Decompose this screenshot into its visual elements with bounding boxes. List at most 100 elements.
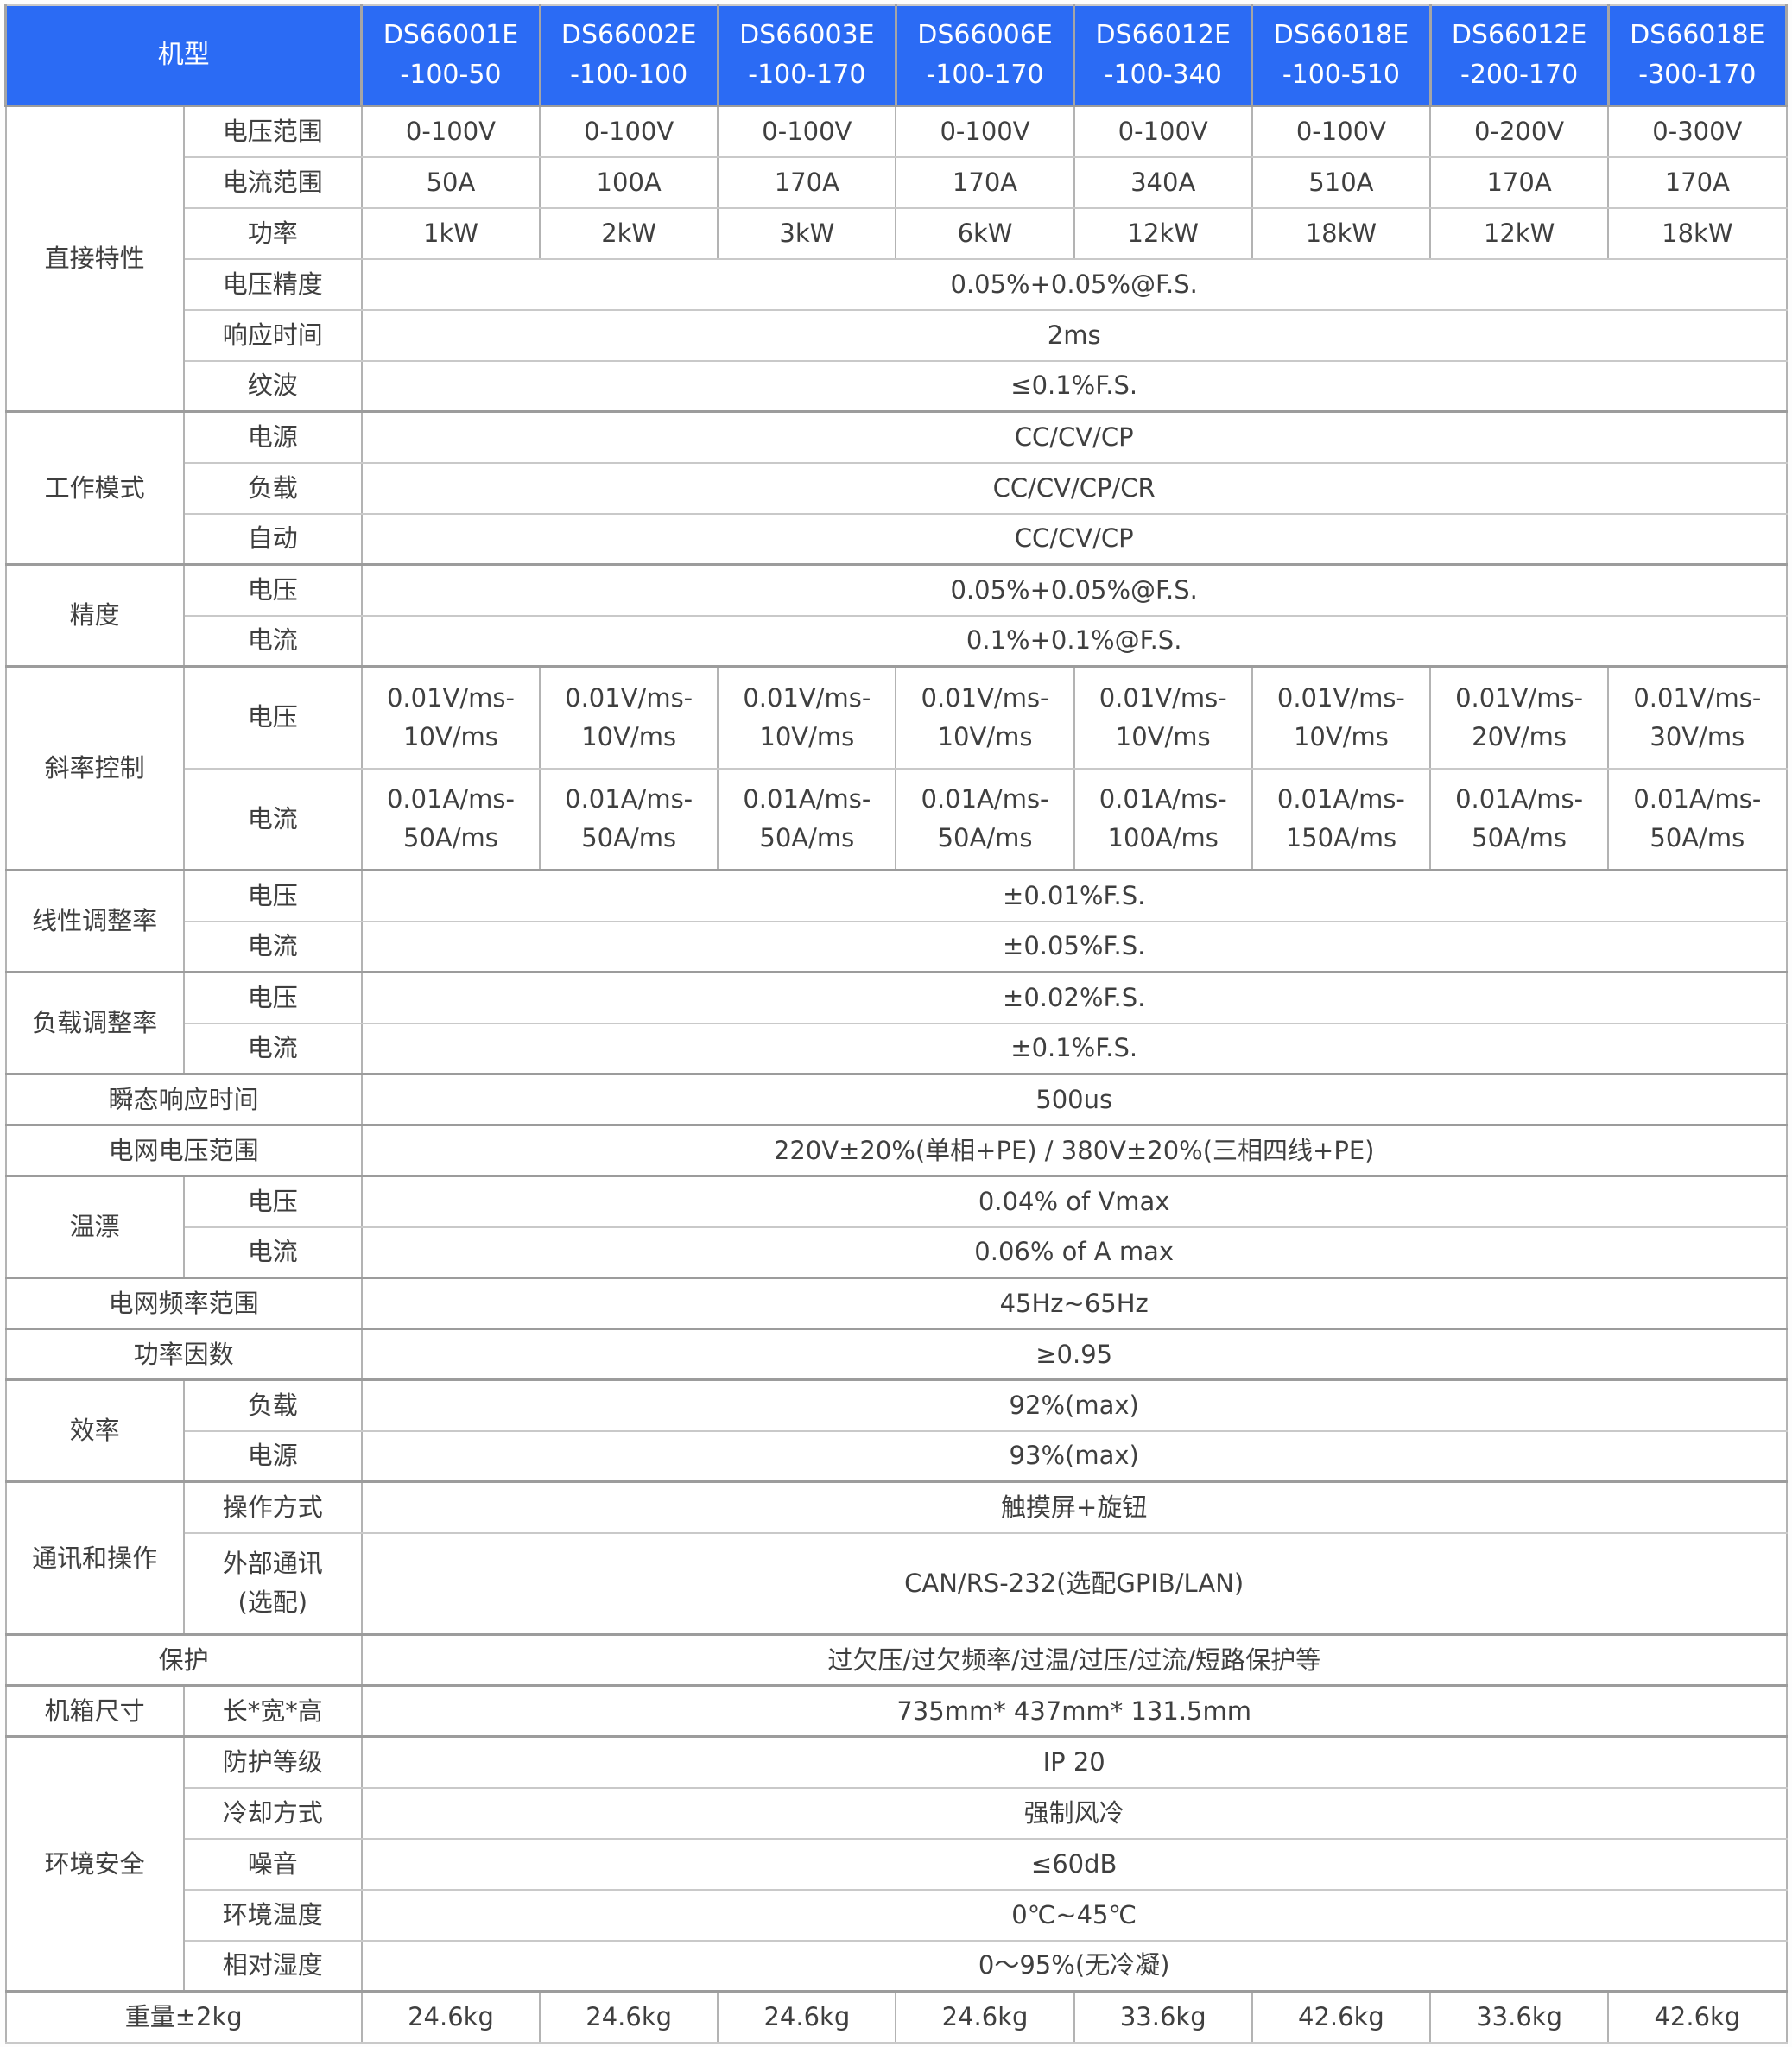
- spec-value: 0.01A/ms- 150A/ms: [1251, 767, 1432, 871]
- spec-value: 24.6kg: [539, 1990, 719, 2044]
- table-row: 电网频率范围 45Hz~65Hz: [4, 1277, 1788, 1330]
- spec-value: 100A: [539, 155, 719, 209]
- row-label: 负载: [182, 1378, 363, 1432]
- row-label: 电压: [182, 971, 363, 1024]
- model-header: DS66002E -100-100: [538, 4, 719, 107]
- model-header: DS66012E -100-340: [1073, 4, 1254, 107]
- spec-value: 0-100V: [1251, 105, 1432, 158]
- table-row: 瞬态响应时间 500us: [4, 1073, 1788, 1126]
- spec-value: 24.6kg: [717, 1990, 897, 2044]
- group-label: 直接特性: [4, 105, 185, 413]
- row-label: 自动: [182, 512, 363, 566]
- table-row: 电源 93%(max): [6, 1429, 1788, 1483]
- row-label: 电流: [182, 920, 363, 973]
- spec-value-merged: 0.05%+0.05%@F.S.: [360, 257, 1788, 311]
- spec-value: 33.6kg: [1073, 1990, 1253, 2044]
- spec-table: 机型 DS66001E -100-50 DS66002E -100-100 DS…: [3, 4, 1789, 2044]
- table-row: 电流 0.06% of A max: [6, 1226, 1788, 1279]
- row-label: 电压范围: [182, 105, 363, 158]
- table-row: 工作模式 电源 CC/CV/CP: [4, 410, 1788, 566]
- table-row: 斜率控制 电压 0.01V/ms- 10V/ms 0.01V/ms- 10V/m…: [4, 665, 1788, 871]
- row-label: 响应时间: [182, 308, 363, 362]
- spec-value: 0.01V/ms- 10V/ms: [1251, 665, 1432, 770]
- spec-value-merged: 过欠压/过欠频率/过温/过压/过流/短路保护等: [360, 1633, 1788, 1687]
- spec-value-merged: 93%(max): [360, 1429, 1788, 1483]
- table-row: 机箱尺寸 长*宽*高 735mm* 437mm* 131.5mm: [4, 1684, 1788, 1738]
- spec-value: 0-100V: [895, 105, 1075, 158]
- spec-value-merged: ±0.1%F.S.: [360, 1022, 1788, 1075]
- model-column-header: 机型: [3, 4, 364, 107]
- spec-value-merged: 92%(max): [360, 1378, 1788, 1432]
- table-row: 环境温度 0℃~45℃: [6, 1888, 1788, 1942]
- spec-value: 170A: [717, 155, 897, 209]
- spec-value: 0.01V/ms- 10V/ms: [539, 665, 719, 770]
- group-label: 瞬态响应时间: [4, 1073, 363, 1126]
- table-row: 自动 CC/CV/CP: [6, 512, 1788, 566]
- spec-value-merged: CC/CV/CP: [360, 410, 1788, 464]
- table-row: 相对湿度 0～95%(无冷凝): [6, 1939, 1788, 1993]
- spec-value: 2kW: [539, 206, 719, 260]
- spec-value-merged: 45Hz~65Hz: [360, 1277, 1788, 1330]
- model-header: DS66018E -100-510: [1251, 4, 1432, 107]
- spec-value-merged: CAN/RS-232(选配GPIB/LAN): [360, 1531, 1788, 1636]
- spec-value: 170A: [1607, 155, 1788, 209]
- row-label: 电流: [182, 1022, 363, 1075]
- row-label: 外部通讯 (选配): [182, 1531, 363, 1636]
- group-label: 保护: [4, 1633, 363, 1687]
- spec-value: 18kW: [1607, 206, 1788, 260]
- spec-value-merged: 0.1%+0.1%@F.S.: [360, 614, 1788, 668]
- spec-value: 12kW: [1428, 206, 1610, 260]
- spec-value: 0-100V: [539, 105, 719, 158]
- spec-value: 340A: [1073, 155, 1253, 209]
- spec-value: 0-100V: [717, 105, 897, 158]
- group-label: 通讯和操作: [4, 1480, 185, 1636]
- row-label: 冷却方式: [182, 1786, 363, 1840]
- spec-value-merged: 500us: [360, 1073, 1788, 1126]
- spec-value-merged: 0.04% of Vmax: [360, 1175, 1788, 1228]
- header-row: 机型 DS66001E -100-50 DS66002E -100-100 DS…: [3, 4, 1789, 107]
- row-label: 电源: [182, 410, 363, 464]
- row-label: 电流: [182, 767, 363, 871]
- table-row: 保护 过欠压/过欠频率/过温/过压/过流/短路保护等: [4, 1633, 1788, 1687]
- table-row: 功率因数 ≥0.95: [4, 1328, 1788, 1381]
- spec-value-merged: 0.05%+0.05%@F.S.: [360, 563, 1788, 617]
- group-label: 精度: [4, 563, 185, 668]
- table-row: 精度 电压 0.05%+0.05%@F.S.: [4, 563, 1788, 668]
- row-label: 电压: [182, 1175, 363, 1228]
- model-header: DS66018E -300-170: [1606, 4, 1789, 107]
- row-label: 相对湿度: [182, 1939, 363, 1993]
- row-label: 电压精度: [182, 257, 363, 311]
- spec-value: 0.01A/ms- 50A/ms: [1428, 767, 1610, 871]
- row-label: 操作方式: [182, 1480, 363, 1534]
- spec-value: 33.6kg: [1428, 1990, 1610, 2044]
- spec-value-merged: 强制风冷: [360, 1786, 1788, 1840]
- row-label: 电源: [182, 1429, 363, 1483]
- spec-value: 0.01V/ms- 10V/ms: [360, 665, 541, 770]
- spec-value: 0.01V/ms- 10V/ms: [717, 665, 897, 770]
- spec-value: 0.01V/ms- 30V/ms: [1607, 665, 1788, 770]
- spec-value: 24.6kg: [360, 1990, 541, 2044]
- table-row: 外部通讯 (选配) CAN/RS-232(选配GPIB/LAN): [6, 1531, 1788, 1636]
- row-label: 电压: [182, 869, 363, 922]
- spec-value: 0.01V/ms- 20V/ms: [1428, 665, 1610, 770]
- spec-value: 0.01V/ms- 10V/ms: [895, 665, 1075, 770]
- group-label: 重量±2kg: [4, 1990, 363, 2044]
- group-label: 负载调整率: [4, 971, 185, 1075]
- table-row: 纹波 ≤0.1%F.S.: [6, 359, 1788, 413]
- row-label: 功率: [182, 206, 363, 260]
- spec-value: 0.01V/ms- 10V/ms: [1073, 665, 1253, 770]
- row-label: 长*宽*高: [182, 1684, 363, 1738]
- group-label: 工作模式: [4, 410, 185, 566]
- table-row: 温漂 电压 0.04% of Vmax: [4, 1175, 1788, 1279]
- spec-value-merged: 220V±20%(单相+PE) / 380V±20%(三相四线+PE): [360, 1124, 1788, 1177]
- table-row: 电流范围 50A 100A 170A 170A 340A 510A 170A 1…: [6, 155, 1788, 209]
- table-row: 线性调整率 电压 ±0.01%F.S.: [4, 869, 1788, 973]
- row-label: 环境温度: [182, 1888, 363, 1942]
- spec-value: 0-100V: [1073, 105, 1253, 158]
- spec-value-merged: ±0.01%F.S.: [360, 869, 1788, 922]
- spec-value: 3kW: [717, 206, 897, 260]
- spec-value: 0-200V: [1428, 105, 1610, 158]
- table-row: 响应时间 2ms: [6, 308, 1788, 362]
- model-header: DS66003E -100-170: [716, 4, 897, 107]
- spec-value: 1kW: [360, 206, 541, 260]
